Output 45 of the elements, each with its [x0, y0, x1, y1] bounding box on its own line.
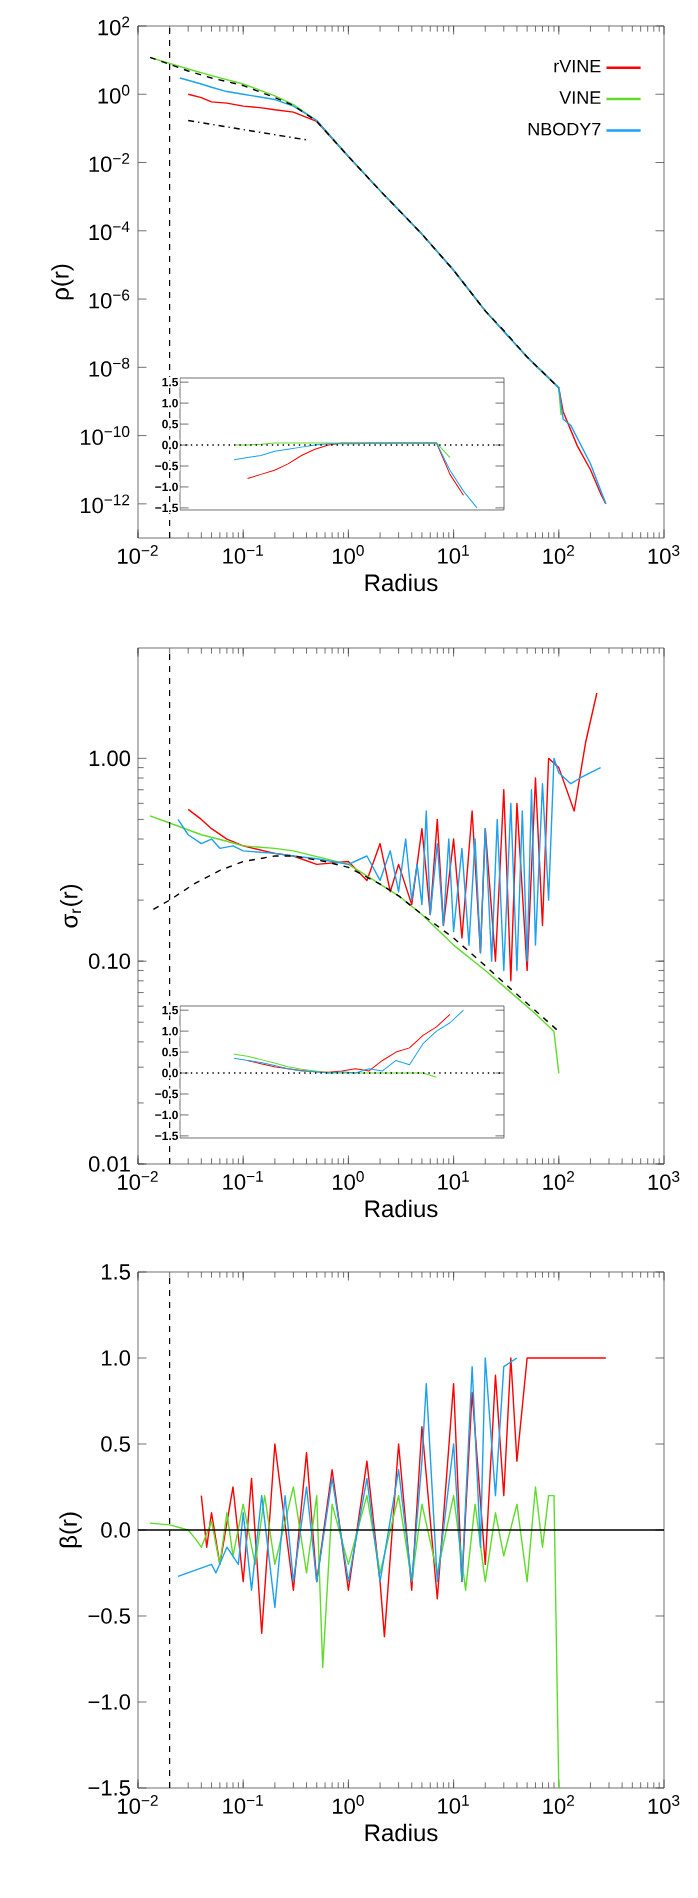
- x-axis-title: Radius: [365, 1199, 438, 1218]
- x-axis-title: Radius: [365, 573, 438, 592]
- x-tick-label: 10$^{−1}$: [223, 1795, 263, 1814]
- y-axis-title: β(r): [59, 1512, 82, 1548]
- y-axis-title: ρ(r): [51, 264, 74, 300]
- y-axis-title: σ$_{r}$(r): [60, 884, 83, 928]
- y-tick-label: 1.00: [89, 750, 131, 767]
- y-tick-label: 1.0: [102, 1350, 131, 1366]
- y-tick-label: 0.0: [101, 1522, 131, 1538]
- x-tick-label: 10$^{−2}$: [118, 1171, 158, 1190]
- y-tick-label: 10$^{−12}$: [81, 494, 130, 514]
- y-tick-label: 1.5: [102, 1264, 130, 1280]
- y-tick-label: −1.5: [88, 1780, 130, 1796]
- x-tick-label: 10$^{0}$: [333, 1795, 364, 1814]
- y-tick-label: 10$^{−10}$: [81, 426, 130, 446]
- x-tick-label: 10$^{−1}$: [223, 545, 263, 564]
- y-tick-label: 10$^{−2}$: [89, 153, 130, 172]
- legend-label: rVINE: [554, 59, 601, 73]
- y-tick-label: 0.10: [88, 953, 131, 969]
- y-tick-label: −0.5: [88, 1608, 130, 1624]
- x-tick-label: 10$^{0}$: [333, 545, 364, 564]
- x-tick-label: 10$^{1}$: [438, 1171, 469, 1190]
- x-tick-label: 10$^{2}$: [543, 545, 575, 564]
- x-tick-label: 10$^{2}$: [543, 1171, 575, 1190]
- x-tick-label: 10$^{1}$: [438, 1795, 469, 1814]
- y-tick-label: 10$^{2}$: [98, 16, 130, 36]
- x-tick-label: 10$^{2}$: [543, 1795, 575, 1814]
- x-tick-label: 10$^{3}$: [648, 1171, 680, 1190]
- y-tick-label: −1.0: [88, 1694, 131, 1710]
- x-tick-label: 10$^{1}$: [438, 545, 469, 564]
- y-tick-label: 10$^{−4}$: [89, 221, 130, 241]
- y-tick-label: 0.5: [101, 1436, 130, 1452]
- y-tick-label: 10$^{−8}$: [89, 357, 130, 377]
- y-tick-label: 10$^{0}$: [98, 84, 130, 104]
- x-axis-title: Radius: [365, 1823, 438, 1842]
- x-tick-label: 10$^{−2}$: [118, 1795, 158, 1814]
- x-tick-label: 10$^{−1}$: [223, 1171, 263, 1190]
- y-tick-label: 0.01: [88, 1156, 130, 1172]
- y-tick-label: 10$^{−6}$: [89, 289, 130, 309]
- x-tick-label: 10$^{0}$: [333, 1171, 364, 1190]
- x-tick-label: 10$^{3}$: [648, 1795, 680, 1814]
- legend-label: NBODY7: [528, 122, 601, 136]
- x-tick-label: 10$^{3}$: [648, 545, 680, 564]
- legend-label: VINE: [559, 91, 601, 104]
- x-tick-label: 10$^{−2}$: [118, 545, 158, 564]
